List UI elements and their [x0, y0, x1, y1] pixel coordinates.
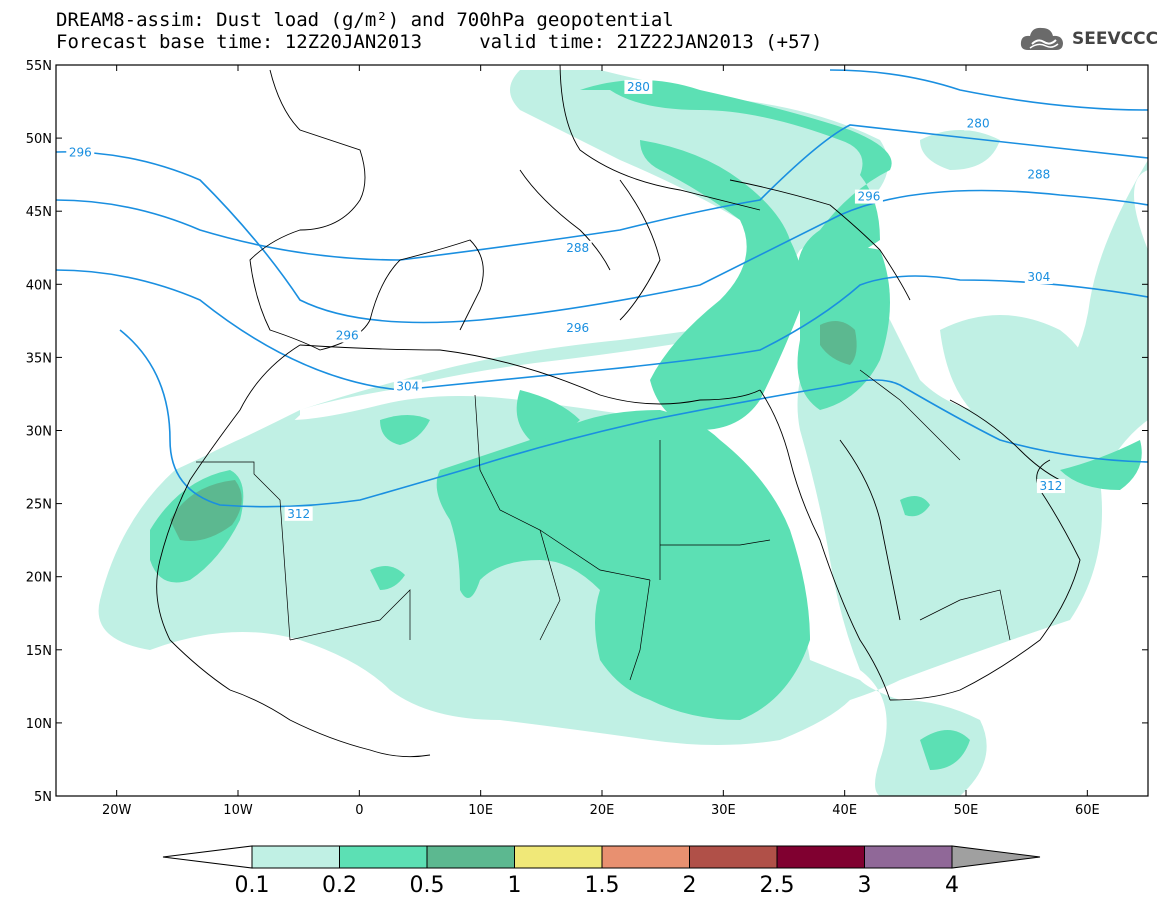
- colorbar-segment: [864, 845, 953, 869]
- lat-tick-label: 45N: [26, 205, 52, 220]
- lat-tick-label: 55N: [26, 59, 52, 74]
- contour-labels: 280 280 288 288 296 296 296 296 304 304 312 312: [66, 79, 1065, 521]
- colorbar-label: 0.2: [322, 873, 357, 898]
- contour-label-bg: [854, 189, 883, 204]
- axis-ticks: 20W 10W 0 10E 20E 30E 40E 50E 60E 55N 50N 45N 40N 35N…: [26, 59, 1148, 818]
- lon-tick-label: 0: [355, 803, 363, 818]
- colorbar-end-low: [162, 845, 253, 869]
- contour-label-bg: [393, 379, 422, 394]
- colorbar-label: 4: [945, 873, 959, 898]
- contour-label: 296: [566, 321, 589, 335]
- colorbar-label: 0.1: [235, 873, 270, 898]
- contour-label: 296: [857, 190, 880, 204]
- lat-tick-label: 35N: [26, 351, 52, 366]
- colorbar-segment: [689, 845, 778, 869]
- map-area: [56, 65, 1148, 796]
- map-title-line-2: Forecast base time: 12Z20JAN2013 valid t…: [56, 31, 823, 53]
- contour-label: 280: [967, 116, 990, 130]
- contour-label-bg: [624, 79, 653, 94]
- colorbar-label: 2: [683, 873, 697, 898]
- lat-tick-label: 20N: [26, 571, 52, 586]
- contour-label: 280: [627, 80, 650, 94]
- colorbar-label: 0.5: [410, 873, 445, 898]
- contour-label-bg: [66, 145, 95, 160]
- contour-label-bg: [563, 321, 592, 336]
- map-title-line-1: DREAM8-assim: Dust load (g/m²) and 700hP…: [56, 9, 674, 31]
- lat-tick-label: 25N: [26, 498, 52, 513]
- contour-label-bg: [1024, 167, 1053, 182]
- contour-label: 296: [69, 146, 92, 160]
- contour-label: 288: [1027, 168, 1050, 182]
- dust-shading-dark: [170, 321, 857, 541]
- lat-tick-label: 15N: [26, 644, 52, 659]
- contour-label-bg: [1036, 479, 1065, 494]
- lon-tick-label: 10E: [468, 803, 493, 818]
- contour-label-bg: [284, 506, 313, 521]
- colorbar: 0.1 0.2 0.5 1 1.5 2 2.5 3 4: [162, 845, 1041, 898]
- dust-shading-medium: [150, 80, 1142, 770]
- lon-tick-label: 50E: [954, 803, 979, 818]
- lat-tick-label: 30N: [26, 425, 52, 440]
- lat-tick-label: 10N: [26, 717, 52, 732]
- colorbar-segment: [601, 845, 690, 869]
- contour-label: 296: [336, 328, 359, 342]
- contour-label: 288: [566, 241, 589, 255]
- logo-text: SEEVCCC: [1072, 29, 1159, 49]
- contour-label-bg: [563, 240, 592, 255]
- seevccc-logo: SEEVCCC: [1018, 22, 1158, 56]
- colorbar-end-high: [951, 845, 1041, 869]
- colorbar-segment: [426, 845, 515, 869]
- lon-tick-label: 20E: [590, 803, 615, 818]
- lon-tick-label: 10W: [223, 803, 253, 818]
- colorbar-segment: [339, 845, 428, 869]
- cloud-icon: [1020, 27, 1063, 50]
- political-borders: [196, 369, 1011, 681]
- lat-tick-label: 5N: [34, 790, 52, 805]
- contour-label-bg: [964, 116, 993, 131]
- colorbar-label: 2.5: [760, 873, 795, 898]
- colorbar-label: 3: [858, 873, 872, 898]
- contour-label: 312: [287, 507, 310, 521]
- contour-label-bg: [1024, 269, 1053, 284]
- lon-tick-label: 40E: [832, 803, 857, 818]
- colorbar-segment: [514, 845, 603, 869]
- contour-label: 312: [1039, 479, 1062, 493]
- lon-tick-label: 30E: [711, 803, 736, 818]
- lat-tick-label: 50N: [26, 132, 52, 147]
- colorbar-label: 1: [508, 873, 522, 898]
- lon-tick-label: 20W: [102, 803, 132, 818]
- colorbar-label: 1.5: [585, 873, 620, 898]
- contour-label: 304: [1027, 270, 1050, 284]
- colorbar-segment: [251, 845, 340, 869]
- lat-tick-label: 40N: [26, 278, 52, 293]
- colorbar-segment: [776, 845, 865, 869]
- lon-tick-label: 60E: [1075, 803, 1100, 818]
- contour-label: 304: [396, 380, 419, 394]
- contour-label-bg: [333, 328, 362, 343]
- geopotential-contours: [56, 69, 1148, 508]
